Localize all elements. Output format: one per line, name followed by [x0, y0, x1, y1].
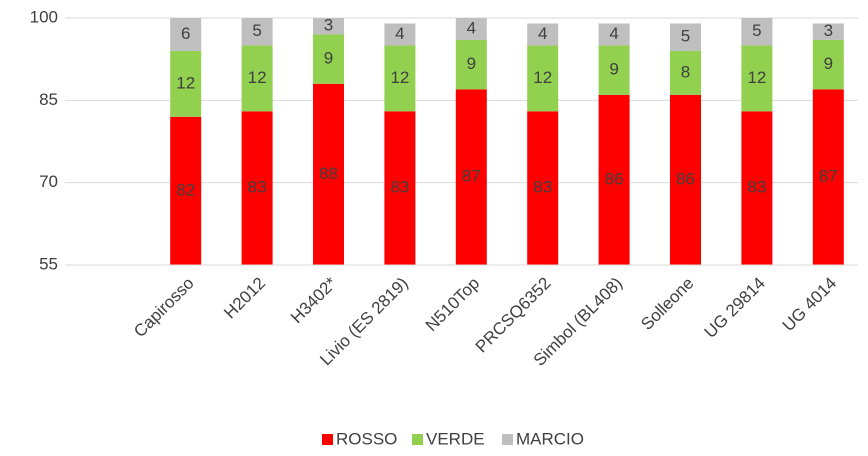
data-label: 4 [467, 18, 476, 37]
data-label: 6 [181, 24, 190, 43]
x-tick-label: H3402* [287, 273, 341, 327]
data-label: 9 [824, 54, 833, 73]
data-label: 12 [176, 73, 195, 92]
bar-segment [170, 116, 202, 265]
data-label: 5 [681, 27, 690, 46]
bar-segment [598, 45, 630, 95]
bar-segment [812, 89, 844, 265]
legend-label: VERDE [426, 429, 485, 448]
data-label: 3 [824, 21, 833, 40]
bar-segment [241, 111, 273, 265]
data-label: 9 [609, 60, 618, 79]
legend-label: ROSSO [336, 429, 397, 448]
data-label: 83 [533, 178, 552, 197]
data-label: 5 [252, 21, 261, 40]
bar-segment [741, 18, 773, 46]
data-label: 12 [390, 68, 409, 87]
bar-segment [812, 23, 844, 40]
x-tick-label: Capirosso [130, 274, 198, 342]
bar-segment [527, 45, 559, 112]
y-tick-label: 55 [39, 254, 58, 273]
bar-segment [384, 23, 416, 46]
bar-segment [455, 18, 487, 40]
bar-segment [241, 45, 273, 112]
y-tick-label: 100 [30, 7, 58, 26]
x-tick-label: N510Top [422, 274, 484, 336]
y-tick-label: 85 [39, 90, 58, 109]
bar-segment [598, 94, 630, 265]
bar-segment [313, 83, 344, 265]
bar-segment [670, 23, 701, 51]
data-label: 8 [681, 62, 690, 81]
x-tick-label: UG 4014 [779, 274, 841, 336]
data-label: 83 [390, 178, 409, 197]
data-label: 88 [319, 164, 338, 183]
data-label: 9 [467, 54, 476, 73]
data-label: 86 [605, 169, 624, 188]
data-label: 9 [324, 49, 333, 68]
legend-label: MARCIO [516, 429, 584, 448]
bar-segment [527, 23, 559, 46]
data-label: 87 [819, 167, 838, 186]
bar-segment [455, 89, 487, 265]
legend-swatch [412, 434, 423, 445]
bar-segment [241, 18, 273, 46]
x-tick-label: H2012 [220, 274, 269, 323]
data-label: 4 [538, 24, 547, 43]
data-label: 4 [609, 24, 618, 43]
bar-segment [170, 18, 202, 51]
data-label: 82 [176, 180, 195, 199]
bar-segment [384, 111, 416, 265]
bar-segment [384, 45, 416, 112]
data-label: 87 [462, 167, 481, 186]
data-label: 3 [324, 16, 333, 35]
data-label: 86 [676, 169, 695, 188]
bar-segment [741, 111, 773, 265]
bar-segment [455, 39, 487, 90]
x-tick-label: UG 29814 [701, 274, 769, 342]
data-label: 4 [395, 24, 404, 43]
legend-swatch [322, 434, 333, 445]
bar-segment [313, 34, 344, 84]
bar-segment [313, 18, 344, 35]
legend-swatch [502, 434, 513, 445]
bar-segment [527, 111, 559, 265]
x-tick-label: Solleone [637, 274, 697, 334]
bar-segment [670, 50, 701, 95]
data-label: 12 [533, 68, 552, 87]
data-label: 5 [752, 21, 761, 40]
data-label: 12 [747, 68, 766, 87]
y-tick-label: 70 [39, 172, 58, 191]
bar-segment [170, 50, 202, 117]
data-label: 83 [747, 178, 766, 197]
bar-segment [741, 45, 773, 112]
bar-segment [598, 23, 630, 46]
data-label: 12 [248, 68, 267, 87]
data-label: 83 [248, 178, 267, 197]
bar-segment [812, 39, 844, 90]
bar-segment [670, 94, 701, 265]
